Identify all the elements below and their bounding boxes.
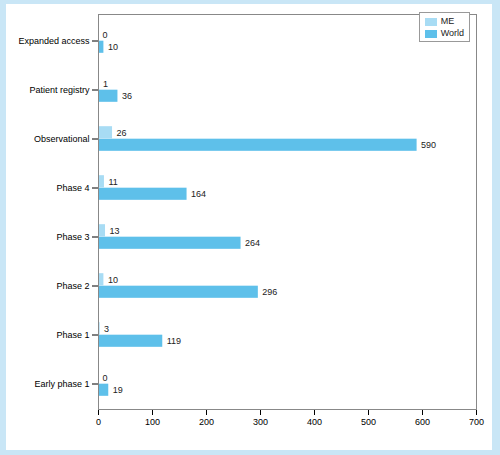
svg-text:500: 500 xyxy=(361,417,376,427)
svg-text:3: 3 xyxy=(104,324,109,334)
svg-text:164: 164 xyxy=(191,189,206,199)
svg-text:13: 13 xyxy=(110,226,120,236)
svg-text:100: 100 xyxy=(145,417,160,427)
svg-text:600: 600 xyxy=(415,417,430,427)
svg-text:19: 19 xyxy=(113,385,123,395)
svg-text:400: 400 xyxy=(307,417,322,427)
svg-text:0: 0 xyxy=(96,417,101,427)
svg-text:Phase 2: Phase 2 xyxy=(56,281,89,291)
svg-text:264: 264 xyxy=(245,238,260,248)
svg-text:119: 119 xyxy=(167,336,181,346)
svg-text:Phase 1: Phase 1 xyxy=(56,330,89,340)
html-text:ME: ME xyxy=(440,16,455,26)
svg-text:36: 36 xyxy=(122,91,132,101)
svg-text:0: 0 xyxy=(103,373,108,383)
svg-text:Patient registry: Patient registry xyxy=(29,85,90,95)
svg-text:Observational: Observational xyxy=(34,134,90,144)
svg-text:300: 300 xyxy=(253,417,268,427)
svg-text:Expanded access: Expanded access xyxy=(18,36,90,46)
svg-text:11: 11 xyxy=(108,177,117,187)
svg-text:200: 200 xyxy=(199,417,214,427)
html-text:World: World xyxy=(440,28,464,38)
svg-text:1: 1 xyxy=(103,79,108,89)
svg-text:0: 0 xyxy=(103,30,108,40)
svg-text:700: 700 xyxy=(469,417,484,427)
svg-text:10: 10 xyxy=(108,275,118,285)
svg-text:Phase 3: Phase 3 xyxy=(56,232,89,242)
svg-text:296: 296 xyxy=(262,287,277,297)
svg-text:10: 10 xyxy=(108,42,118,52)
svg-text:Phase 4: Phase 4 xyxy=(56,183,89,193)
svg-text:26: 26 xyxy=(117,128,127,138)
svg-text:Early phase 1: Early phase 1 xyxy=(34,379,89,389)
svg-text:590: 590 xyxy=(421,140,436,150)
